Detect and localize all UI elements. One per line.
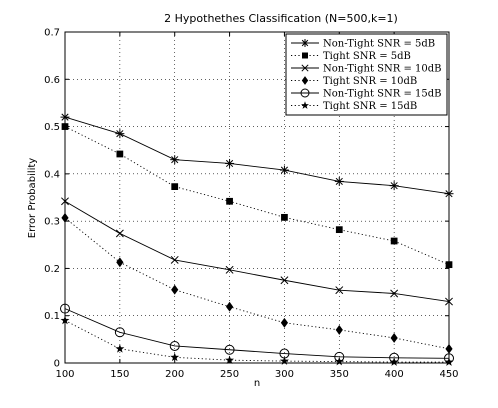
x-tick-label: 150 xyxy=(110,369,129,380)
data-point xyxy=(225,301,234,312)
legend-entry: Tight SNR = 15dB xyxy=(291,101,417,112)
legend-label: Tight SNR = 5dB xyxy=(323,51,411,62)
data-point xyxy=(171,183,179,190)
series-line xyxy=(64,200,450,302)
data-point xyxy=(335,226,343,234)
series-line xyxy=(64,308,450,359)
data-point xyxy=(335,324,343,335)
x-axis-label: n xyxy=(254,378,260,389)
data-point xyxy=(226,197,233,205)
data-point xyxy=(225,265,234,274)
chart-title: 2 Hypothethes Classification (N=500,k=1) xyxy=(164,12,398,25)
x-tick-label: 400 xyxy=(385,369,404,380)
y-tick-label: 0.5 xyxy=(44,122,60,133)
series-4 xyxy=(61,212,453,354)
data-point xyxy=(170,155,180,165)
data-point xyxy=(116,257,124,268)
x-tick-label: 250 xyxy=(220,369,239,380)
data-point xyxy=(115,229,124,238)
data-point xyxy=(390,289,399,298)
data-point xyxy=(335,286,344,295)
y-tick-label: 0.2 xyxy=(44,264,60,275)
x-tick-label: 450 xyxy=(439,369,458,380)
data-point xyxy=(115,344,125,353)
data-point xyxy=(115,129,125,139)
data-point xyxy=(225,158,235,168)
legend-label: Non-Tight SNR = 15dB xyxy=(323,89,441,100)
legend-entry: Non-Tight SNR = 10dB xyxy=(291,64,441,75)
legend-label: Tight SNR = 10dB xyxy=(323,76,417,87)
legend-marker xyxy=(302,52,308,59)
legend-box xyxy=(285,33,448,116)
series-line xyxy=(64,217,450,350)
legend-entry: Non-Tight SNR = 5dB xyxy=(291,39,435,50)
data-point xyxy=(280,317,289,328)
legend-label: Non-Tight SNR = 10dB xyxy=(323,64,441,75)
legend-marker xyxy=(301,76,309,85)
x-tick-label: 350 xyxy=(330,369,349,380)
y-tick-label: 0.7 xyxy=(44,28,60,39)
legend-label: Tight SNR = 15dB xyxy=(323,101,417,112)
series-line xyxy=(64,116,450,195)
data-point xyxy=(114,327,125,338)
legend-marker xyxy=(300,88,310,98)
plot-frame xyxy=(64,31,450,364)
y-tick-label: 0.3 xyxy=(44,217,60,228)
legend-marker xyxy=(301,64,309,72)
axis-ticks: 100 150 200 250 300 350 400 450 0 0.1 0.2 0.3 0.4 0.5… xyxy=(44,28,458,381)
data-point xyxy=(281,213,288,221)
data-point xyxy=(171,284,179,295)
legend-entry: Tight SNR = 5dB xyxy=(291,51,411,62)
data-point xyxy=(390,332,398,343)
y-axis-label: Error Probability xyxy=(27,158,38,238)
legend-label: Non-Tight SNR = 5dB xyxy=(323,39,435,50)
y-tick-label: 0.4 xyxy=(44,169,60,180)
x-tick-label: 100 xyxy=(55,369,74,380)
data-point xyxy=(280,276,289,285)
legend-marker xyxy=(301,39,309,47)
y-tick-label: 0 xyxy=(54,359,60,370)
data-point xyxy=(170,352,180,362)
x-tick-label: 200 xyxy=(165,369,184,380)
data-point xyxy=(170,255,179,264)
y-tick-label: 0.6 xyxy=(44,75,60,86)
data-point xyxy=(389,181,399,191)
legend-entry: Non-Tight SNR = 15dB xyxy=(291,88,441,100)
data-point xyxy=(279,165,289,175)
data-point xyxy=(390,237,398,245)
data-point xyxy=(224,344,235,355)
data-point xyxy=(116,150,124,158)
x-tick-label: 300 xyxy=(275,369,294,380)
data-point xyxy=(169,340,180,351)
data-point xyxy=(334,176,344,186)
y-tick-label: 0.1 xyxy=(44,311,60,322)
series-line xyxy=(64,320,449,363)
legend-marker xyxy=(301,101,309,109)
legend-entry: Tight SNR = 10dB xyxy=(291,76,417,87)
